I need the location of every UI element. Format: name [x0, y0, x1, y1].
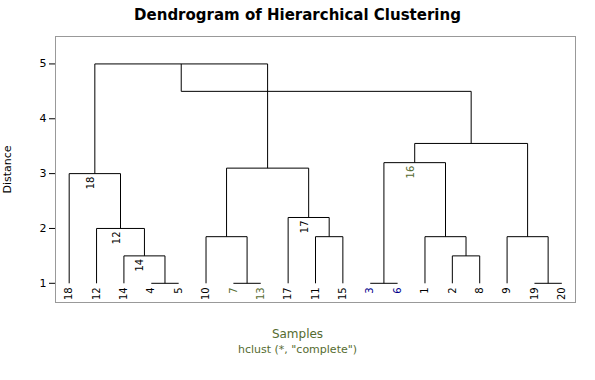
svg-text:1: 1 — [419, 287, 430, 293]
svg-text:7: 7 — [228, 287, 239, 293]
svg-text:1: 1 — [40, 277, 47, 290]
svg-text:15: 15 — [337, 287, 348, 300]
svg-text:12: 12 — [111, 231, 122, 244]
svg-text:Distance: Distance — [1, 145, 14, 193]
svg-text:2: 2 — [40, 222, 47, 235]
svg-text:10: 10 — [200, 287, 211, 300]
svg-text:18: 18 — [85, 177, 96, 190]
svg-text:4: 4 — [40, 112, 47, 125]
svg-text:3: 3 — [40, 167, 47, 180]
svg-text:8: 8 — [474, 287, 485, 293]
svg-text:19: 19 — [529, 287, 540, 300]
svg-text:3: 3 — [364, 287, 375, 293]
svg-text:13: 13 — [255, 287, 266, 300]
svg-text:20: 20 — [556, 287, 567, 300]
svg-text:2: 2 — [447, 287, 458, 293]
svg-text:11: 11 — [310, 287, 321, 300]
svg-text:12: 12 — [91, 287, 102, 300]
svg-text:16: 16 — [405, 166, 416, 179]
html-text:hclust (*, "complete"): hclust (*, "complete") — [237, 343, 358, 356]
svg-text:5: 5 — [173, 287, 184, 293]
svg-text:5: 5 — [40, 57, 47, 70]
svg-text:14: 14 — [118, 287, 129, 300]
svg-text:17: 17 — [282, 287, 293, 300]
svg-text:17: 17 — [299, 220, 310, 233]
svg-text:6: 6 — [392, 287, 403, 293]
svg-text:9: 9 — [501, 287, 512, 293]
html-text:Samples: Samples — [271, 327, 324, 341]
svg-text:4: 4 — [145, 287, 156, 293]
svg-text:14: 14 — [134, 259, 145, 272]
html-text:Dendrogram of Hierarchical Clu: Dendrogram of Hierarchical Clustering — [134, 6, 461, 24]
svg-text:18: 18 — [63, 287, 74, 300]
